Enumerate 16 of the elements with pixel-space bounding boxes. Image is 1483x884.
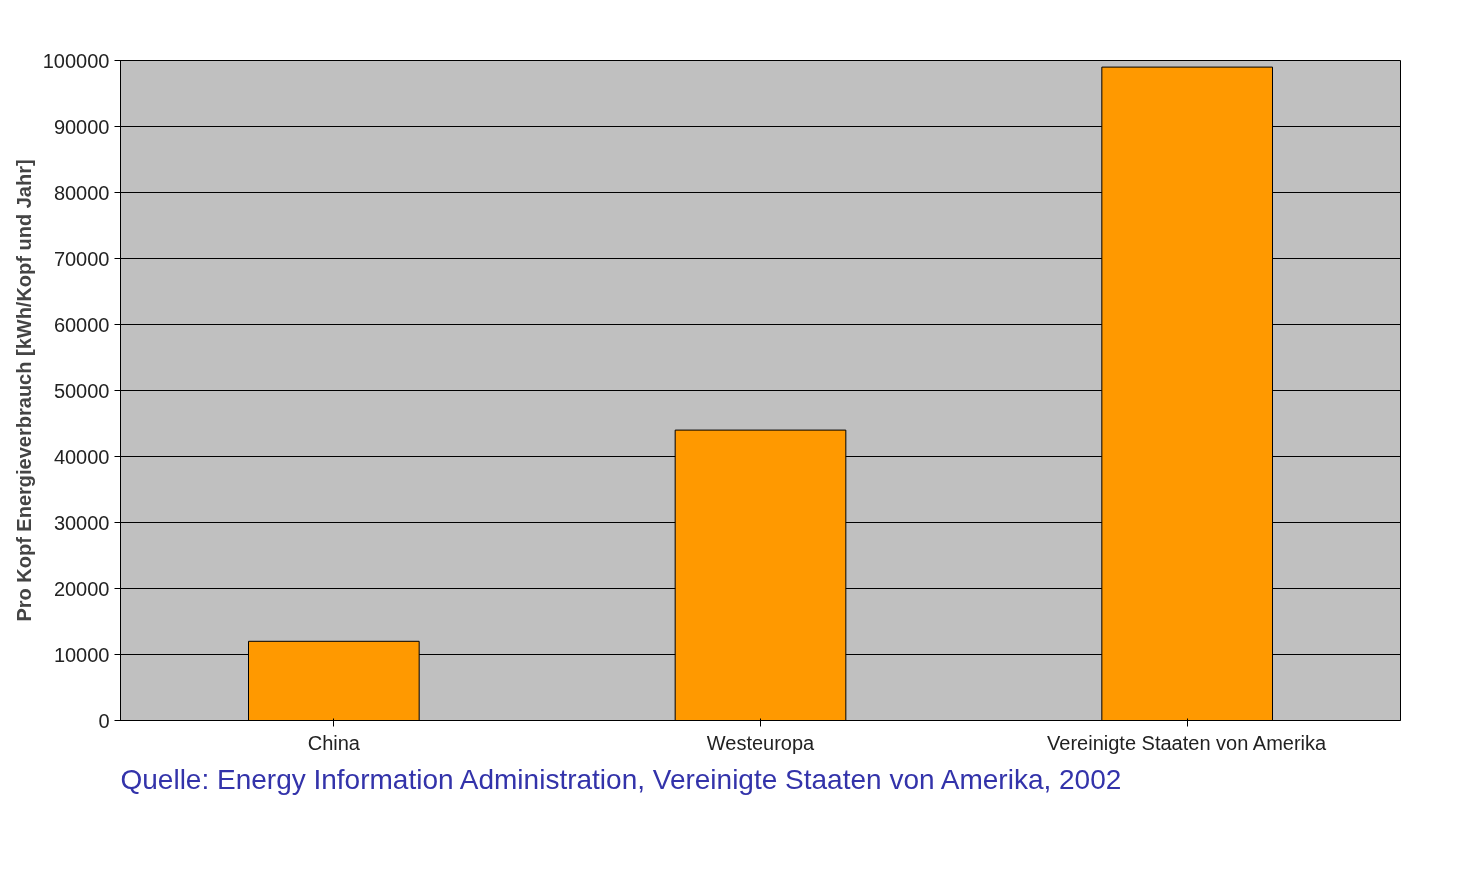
- y-tick-label: 20000: [53, 577, 110, 600]
- y-tick-label: 40000: [53, 445, 110, 468]
- y-tick-label: 80000: [53, 181, 110, 204]
- y-tick-label: 30000: [53, 511, 110, 534]
- y-tick-label: 100000: [42, 49, 110, 72]
- y-tick-label: 10000: [53, 643, 110, 666]
- y-tick-label: 70000: [53, 247, 110, 270]
- x-tick-label: Vereinigte Staaten von Amerika: [1047, 731, 1328, 754]
- x-tick-label: Westeuropa: [706, 731, 816, 754]
- source-note: Quelle: Energy Information Administration, Vereinigte Staaten von Amerika, 2002: [120, 763, 1122, 795]
- y-tick-label: 90000: [53, 115, 110, 138]
- y-tick-label: 0: [98, 709, 110, 732]
- y-tick-label: 50000: [53, 379, 110, 402]
- x-tick-label: China: [307, 731, 361, 754]
- y-tick-label: 60000: [53, 313, 110, 336]
- y-axis-title: Pro Kopf Energieverbrauch [kWh/Kopf und Jahr]: [12, 159, 35, 622]
